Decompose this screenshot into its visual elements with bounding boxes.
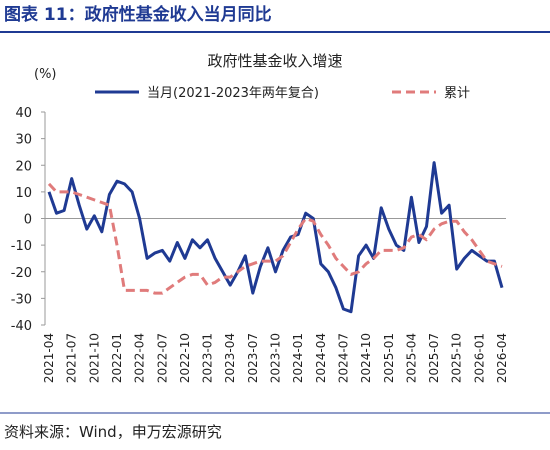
x-tick-label: 2025-07 bbox=[427, 333, 441, 383]
y-tick-label: -10 bbox=[11, 239, 32, 254]
series-line bbox=[47, 161, 504, 314]
y-tick-label: 30 bbox=[15, 133, 32, 148]
legend-label: 累计 bbox=[444, 86, 470, 101]
y-tick-label: -40 bbox=[11, 319, 32, 334]
x-tick-label: 2023-01 bbox=[201, 333, 215, 383]
x-tick-label: 2024-07 bbox=[336, 333, 350, 383]
x-tick-label: 2026-01 bbox=[472, 333, 486, 383]
x-tick-label: 2025-10 bbox=[450, 333, 464, 383]
chart-title: 政府性基金收入增速 bbox=[207, 52, 342, 70]
x-tick-label: 2026-04 bbox=[495, 333, 509, 383]
x-tick-label: 2022-01 bbox=[110, 333, 124, 383]
y-tick-label: 10 bbox=[15, 186, 32, 201]
x-tick-label: 2021-10 bbox=[87, 333, 101, 383]
y-tick-label: -20 bbox=[11, 266, 32, 281]
x-tick-label: 2023-04 bbox=[223, 333, 237, 383]
x-tick-label: 2024-04 bbox=[314, 333, 328, 383]
x-tick-label: 2022-04 bbox=[133, 333, 147, 383]
x-tick-label: 2022-10 bbox=[178, 333, 192, 383]
series-line bbox=[47, 182, 503, 295]
x-tick-label: 2021-07 bbox=[65, 333, 79, 383]
x-tick-label: 2023-07 bbox=[246, 333, 260, 383]
y-tick-label: 20 bbox=[15, 159, 32, 174]
y-tick-label: 40 bbox=[15, 106, 32, 121]
header: 图表 11：政府性基金收入当月同比 bbox=[4, 4, 272, 25]
x-tick-label: 2023-10 bbox=[269, 333, 283, 383]
x-tick-label: 2024-10 bbox=[359, 333, 373, 383]
x-tick-label: 2025-04 bbox=[404, 333, 418, 383]
y-tick-label: 0 bbox=[24, 213, 32, 228]
y-tick-label: -30 bbox=[11, 292, 32, 307]
source: 资料来源：Wind，申万宏源研究 bbox=[4, 423, 222, 441]
x-tick-label: 2024-01 bbox=[291, 333, 305, 383]
x-tick-label: 2022-07 bbox=[155, 333, 169, 383]
legend-label: 当月(2021-2023年两年复合) bbox=[147, 86, 319, 101]
x-tick-label: 2021-04 bbox=[42, 333, 56, 383]
y-unit: (%) bbox=[34, 67, 57, 82]
x-tick-label: 2025-01 bbox=[382, 333, 396, 383]
